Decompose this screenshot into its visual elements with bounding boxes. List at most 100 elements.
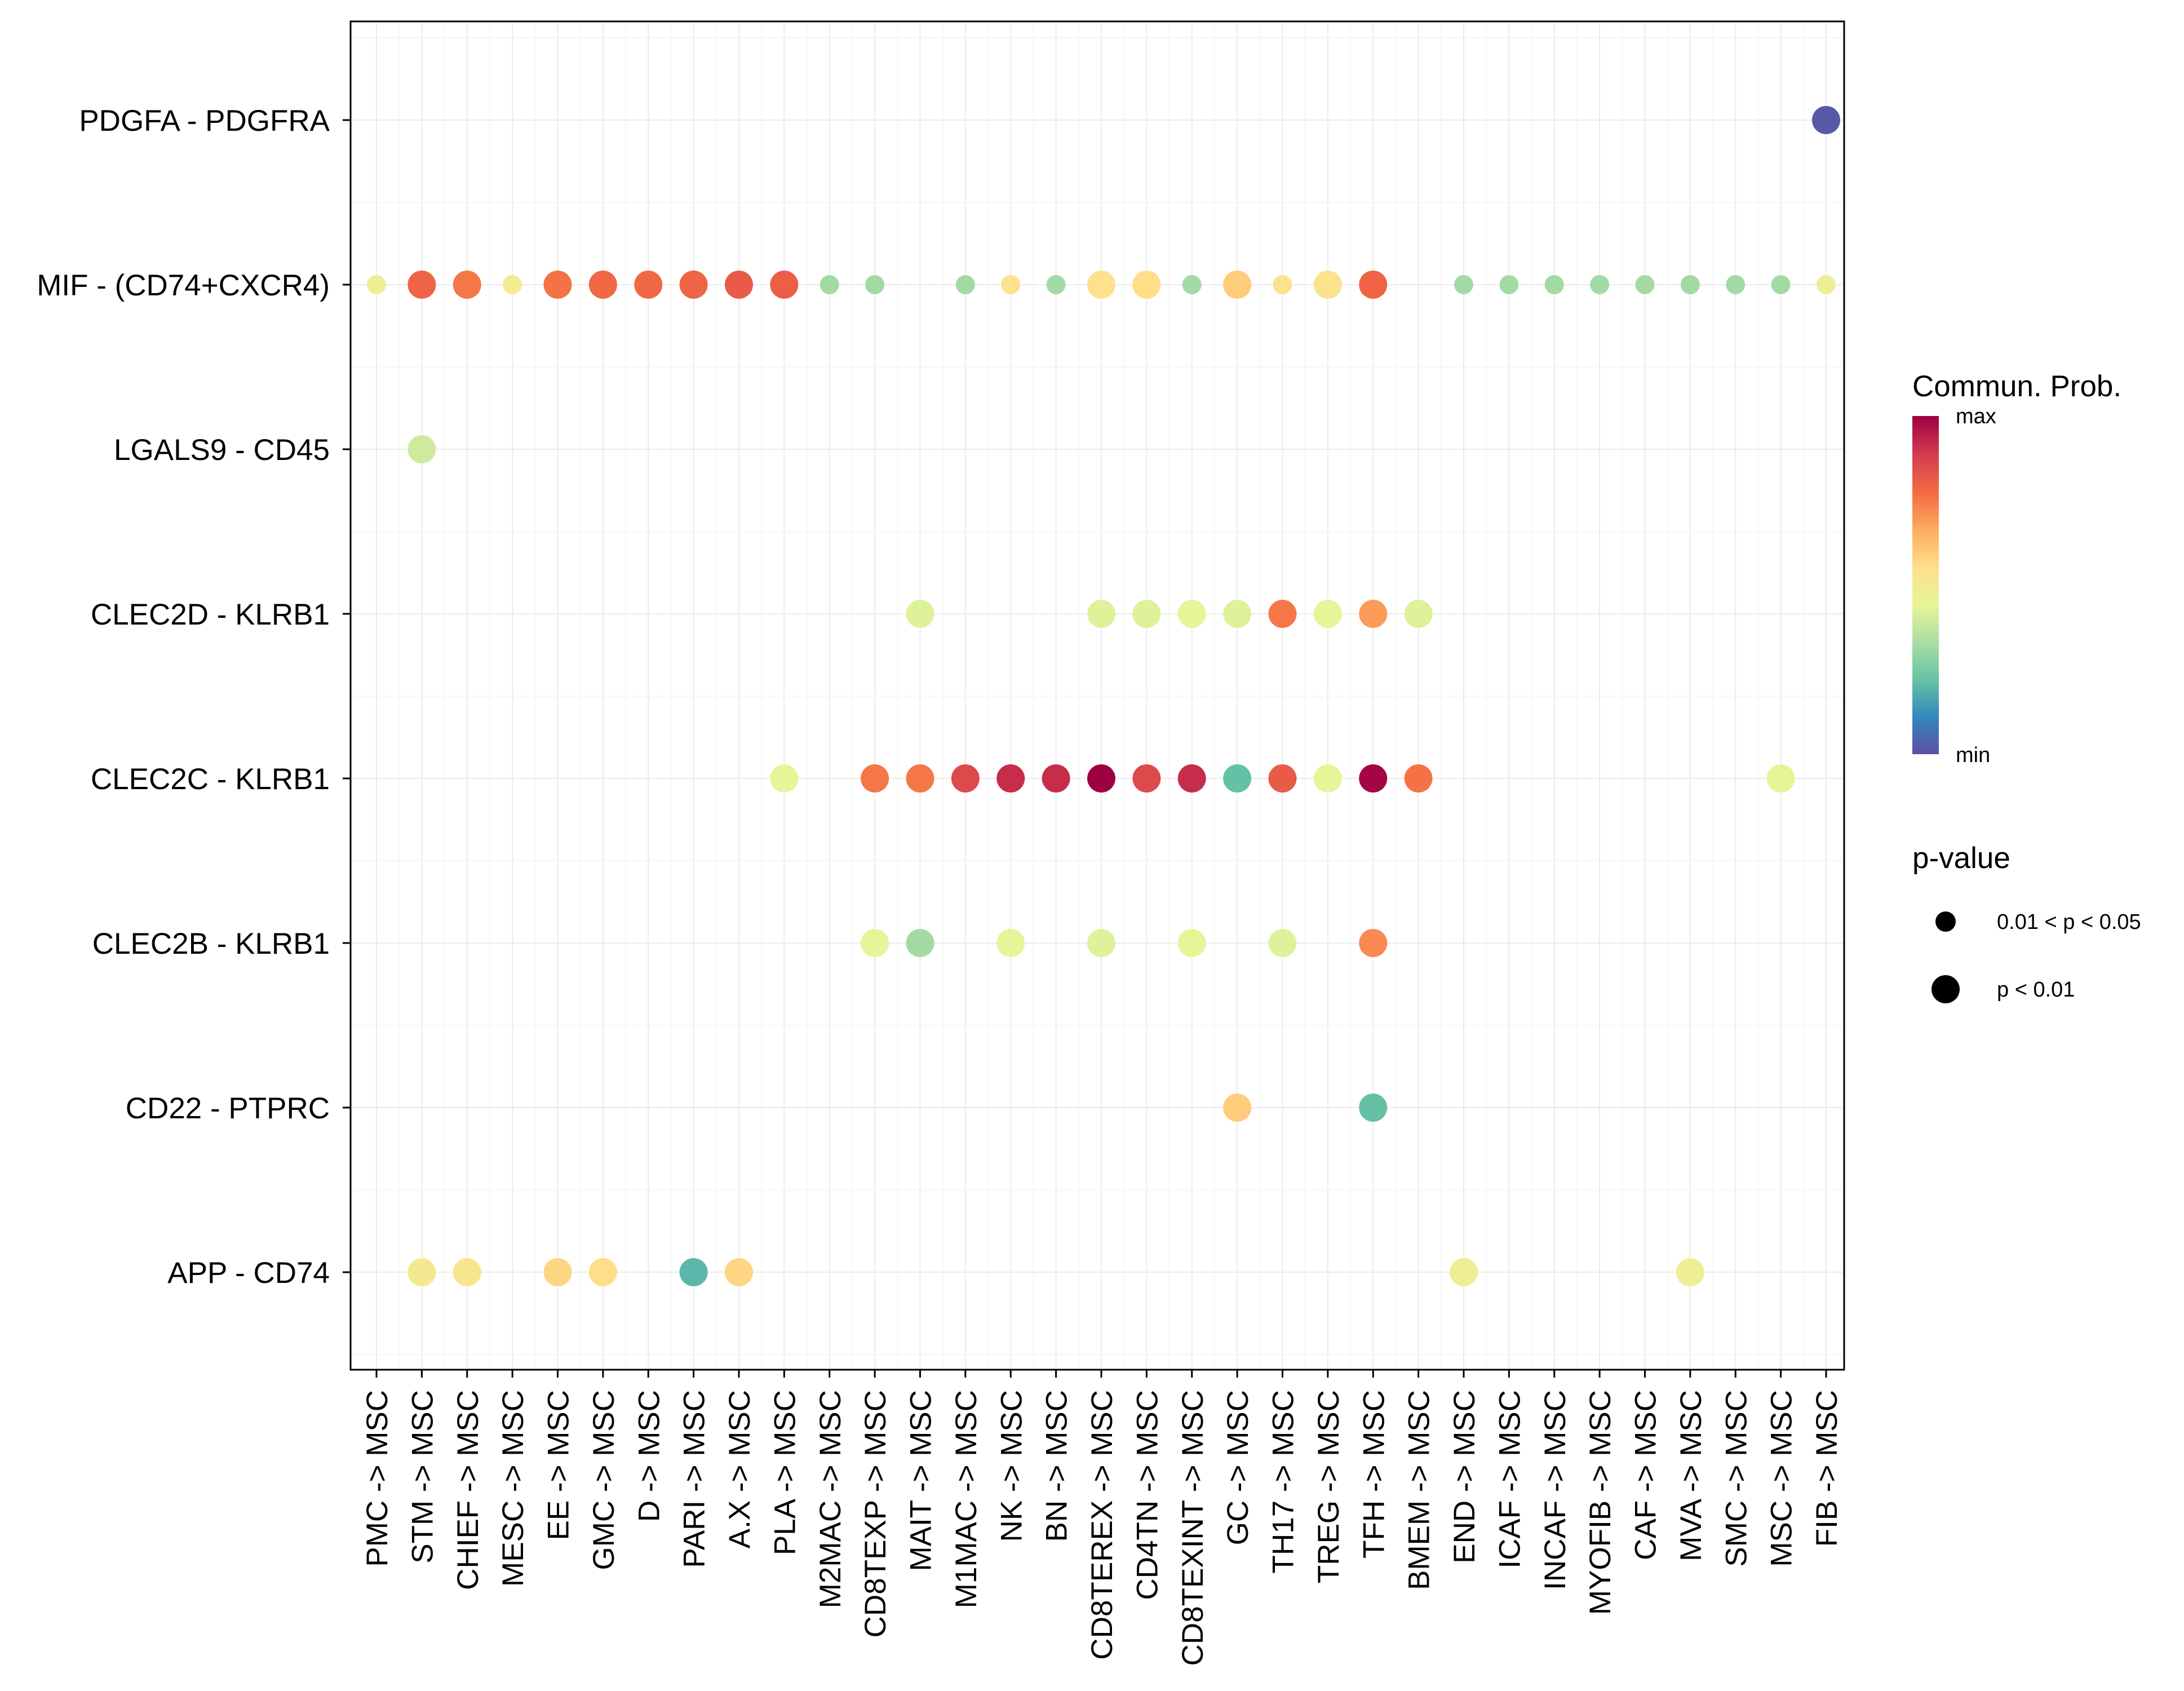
data-point xyxy=(861,929,889,957)
data-point xyxy=(951,764,980,793)
x-tick-label: INCAF -> MSC xyxy=(1539,1390,1572,1590)
data-point xyxy=(1359,600,1388,628)
x-tick-label: MESC -> MSC xyxy=(497,1390,530,1587)
data-point xyxy=(906,929,934,957)
x-axis-labels: PMC -> MSC STM -> MSC CHIEF -> MSC MESC -> … xyxy=(361,1390,1844,1666)
data-point xyxy=(1450,1258,1478,1286)
x-tick-label: EE -> MSC xyxy=(542,1390,575,1541)
data-point xyxy=(1223,600,1252,628)
data-point xyxy=(407,435,436,463)
grid-lines xyxy=(351,21,1844,1370)
data-point xyxy=(1223,271,1252,299)
data-point xyxy=(1132,764,1161,793)
data-point xyxy=(770,764,799,793)
x-tick-label: PMC -> MSC xyxy=(361,1390,394,1567)
data-point xyxy=(1268,929,1297,957)
data-point xyxy=(1132,271,1161,299)
x-tick-label: D -> MSC xyxy=(632,1390,666,1522)
data-point xyxy=(1359,271,1388,299)
x-tick-label: ICAF -> MSC xyxy=(1493,1390,1526,1569)
data-point xyxy=(1544,275,1564,294)
data-point xyxy=(453,271,481,299)
data-point xyxy=(453,1258,481,1286)
data-point xyxy=(1223,1094,1252,1122)
y-tick-label: CLEC2B - KLRB1 xyxy=(92,927,330,960)
x-tick-label: CD8TEXINT -> MSC xyxy=(1176,1390,1210,1666)
x-tick-label: BN -> MSC xyxy=(1040,1390,1074,1542)
y-tick-label: MIF - (CD74+CXCR4) xyxy=(37,269,330,302)
data-point xyxy=(1177,764,1206,793)
data-point xyxy=(996,764,1025,793)
data-point xyxy=(503,275,522,294)
data-point xyxy=(1726,275,1746,294)
data-point xyxy=(1087,929,1115,957)
color-legend-min-label: min xyxy=(1956,743,1990,767)
data-point xyxy=(1087,600,1115,628)
data-point xyxy=(1313,271,1342,299)
x-tick-label: MSC -> MSC xyxy=(1765,1390,1798,1567)
x-tick-label: SMC -> MSC xyxy=(1720,1390,1753,1567)
y-tick-label: CLEC2D - KLRB1 xyxy=(91,598,330,631)
data-point xyxy=(543,1258,572,1286)
x-tick-label: TFH -> MSC xyxy=(1357,1390,1390,1559)
data-point xyxy=(1313,764,1342,793)
data-point xyxy=(1680,275,1700,294)
data-point xyxy=(634,271,663,299)
data-point xyxy=(996,929,1025,957)
x-tick-label: PARI -> MSC xyxy=(678,1390,711,1568)
x-tick-label: CAF -> MSC xyxy=(1629,1390,1663,1560)
x-tick-label: STM -> MSC xyxy=(406,1390,439,1564)
data-point xyxy=(1182,275,1202,294)
x-tick-label: MVA -> MSC xyxy=(1674,1390,1708,1561)
x-tick-label: TH17 -> MSC xyxy=(1267,1390,1300,1573)
data-point xyxy=(1268,600,1297,628)
data-point xyxy=(955,275,975,294)
x-tick-label: TREG -> MSC xyxy=(1312,1390,1345,1583)
data-point xyxy=(861,764,889,793)
data-point xyxy=(1817,275,1836,294)
data-point xyxy=(1132,600,1161,628)
y-tick-label: CLEC2C - KLRB1 xyxy=(91,763,330,796)
data-point xyxy=(906,764,934,793)
size-legend-large-dot xyxy=(1932,975,1960,1003)
color-legend: Commun. Prob. max min xyxy=(1912,370,2121,767)
data-points xyxy=(367,106,1840,1286)
x-tick-label: MAIT -> MSC xyxy=(905,1390,938,1571)
data-point xyxy=(679,271,708,299)
size-legend-large-label: p < 0.01 xyxy=(1997,978,2075,1002)
data-point xyxy=(1812,106,1840,134)
data-point xyxy=(819,275,839,294)
data-point xyxy=(1454,275,1473,294)
axis-ticks xyxy=(343,119,1827,1378)
x-tick-label: FIB -> MSC xyxy=(1810,1390,1844,1547)
size-legend-small-dot xyxy=(1935,911,1956,932)
x-tick-label: A.X -> MSC xyxy=(723,1390,756,1548)
x-tick-label: M1MAC -> MSC xyxy=(950,1390,983,1608)
plot-background xyxy=(351,21,1844,1370)
data-point xyxy=(1766,764,1795,793)
data-point xyxy=(1359,1094,1388,1122)
size-legend-title: p-value xyxy=(1912,842,2010,875)
data-point xyxy=(1404,764,1433,793)
x-tick-label: NK -> MSC xyxy=(995,1390,1028,1542)
x-tick-label: M2MAC -> MSC xyxy=(814,1390,847,1608)
color-legend-bar xyxy=(1912,416,1939,754)
size-legend-small-label: 0.01 < p < 0.05 xyxy=(1997,910,2141,934)
data-point xyxy=(1313,600,1342,628)
y-tick-label: LGALS9 - CD45 xyxy=(114,433,330,467)
x-tick-label: END -> MSC xyxy=(1448,1390,1481,1564)
data-point xyxy=(407,271,436,299)
data-point xyxy=(1177,929,1206,957)
y-tick-label: APP - CD74 xyxy=(167,1256,330,1290)
y-axis-labels: APP - CD74 CD22 - PTPRC CLEC2B - KLRB1 CLEC… xyxy=(37,104,330,1290)
data-point xyxy=(725,271,753,299)
data-point xyxy=(1273,275,1292,294)
x-tick-label: GMC -> MSC xyxy=(587,1390,621,1570)
data-point xyxy=(407,1258,436,1286)
size-legend: p-value 0.01 < p < 0.05 p < 0.01 xyxy=(1912,842,2141,1003)
data-point xyxy=(865,275,885,294)
data-point xyxy=(1676,1258,1704,1286)
data-point xyxy=(1042,764,1070,793)
data-point xyxy=(1001,275,1021,294)
